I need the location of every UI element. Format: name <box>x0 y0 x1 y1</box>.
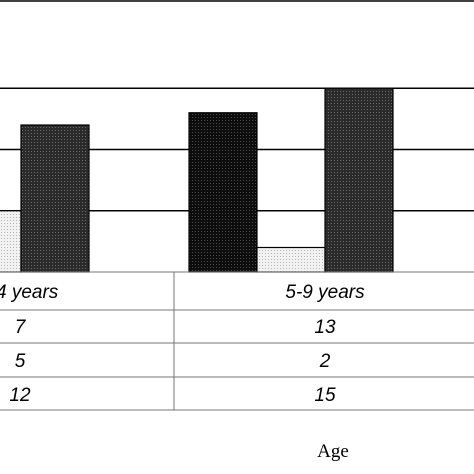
bar-series2-5-9-years <box>256 246 326 273</box>
table-cell-r1c1: 7 <box>15 317 27 338</box>
x-axis-title: Age <box>317 441 349 462</box>
table-header-col2: 5-9 years <box>285 282 365 303</box>
bars <box>0 87 394 273</box>
table-header-col1: 4 years <box>0 282 59 303</box>
table-cell-r3c2: 15 <box>314 385 336 406</box>
data-table-grid <box>0 271 474 411</box>
table-cell-r1c2: 13 <box>314 317 336 338</box>
table-cell-r2c1: 5 <box>15 351 26 372</box>
bar-series3-5-9-years <box>324 87 394 273</box>
table-cell-r3c1: 12 <box>9 385 31 406</box>
bar-series2-0-4-years <box>0 210 22 273</box>
table-cell-r2c2: 2 <box>319 351 331 372</box>
bar-series3-0-4-years <box>20 124 90 273</box>
bar-series1-5-9-years <box>188 112 258 273</box>
